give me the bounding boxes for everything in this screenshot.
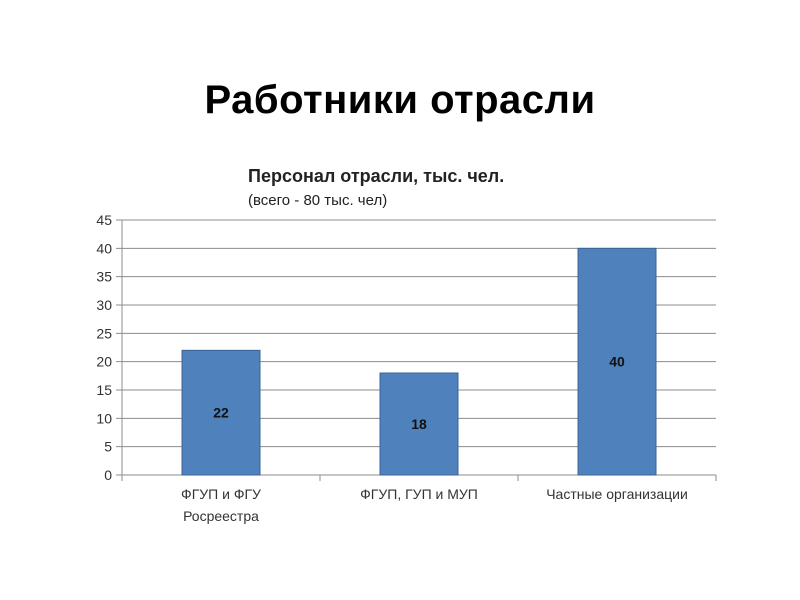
y-tick-label: 25 — [96, 325, 112, 341]
y-tick-label: 30 — [96, 297, 112, 313]
bar — [181, 349, 261, 476]
y-tick-label: 20 — [96, 354, 112, 370]
y-tick-label: 10 — [96, 410, 112, 426]
y-tick-label: 45 — [96, 212, 112, 228]
x-category-label: ФГУП и ФГУ — [181, 486, 261, 502]
chart-title: Персонал отрасли, тыс. чел. — [248, 166, 505, 186]
x-category-label: Росреестра — [183, 508, 259, 524]
data-label: 18 — [411, 416, 427, 432]
y-tick-label: 40 — [96, 240, 112, 256]
y-tick-label: 15 — [96, 382, 112, 398]
y-tick-label: 0 — [104, 467, 112, 483]
chart-subtitle: (всего - 80 тыс. чел) — [248, 192, 388, 209]
y-tick-label: 5 — [104, 439, 112, 455]
bar — [577, 247, 657, 476]
x-category-label: Частные организации — [546, 486, 688, 502]
data-label: 40 — [609, 354, 625, 370]
x-category-label: ФГУП, ГУП и МУП — [360, 486, 478, 502]
bar — [379, 372, 459, 476]
y-tick-label: 35 — [96, 269, 112, 285]
data-label: 22 — [213, 405, 229, 421]
slide-title: Работники отрасли — [204, 78, 596, 122]
